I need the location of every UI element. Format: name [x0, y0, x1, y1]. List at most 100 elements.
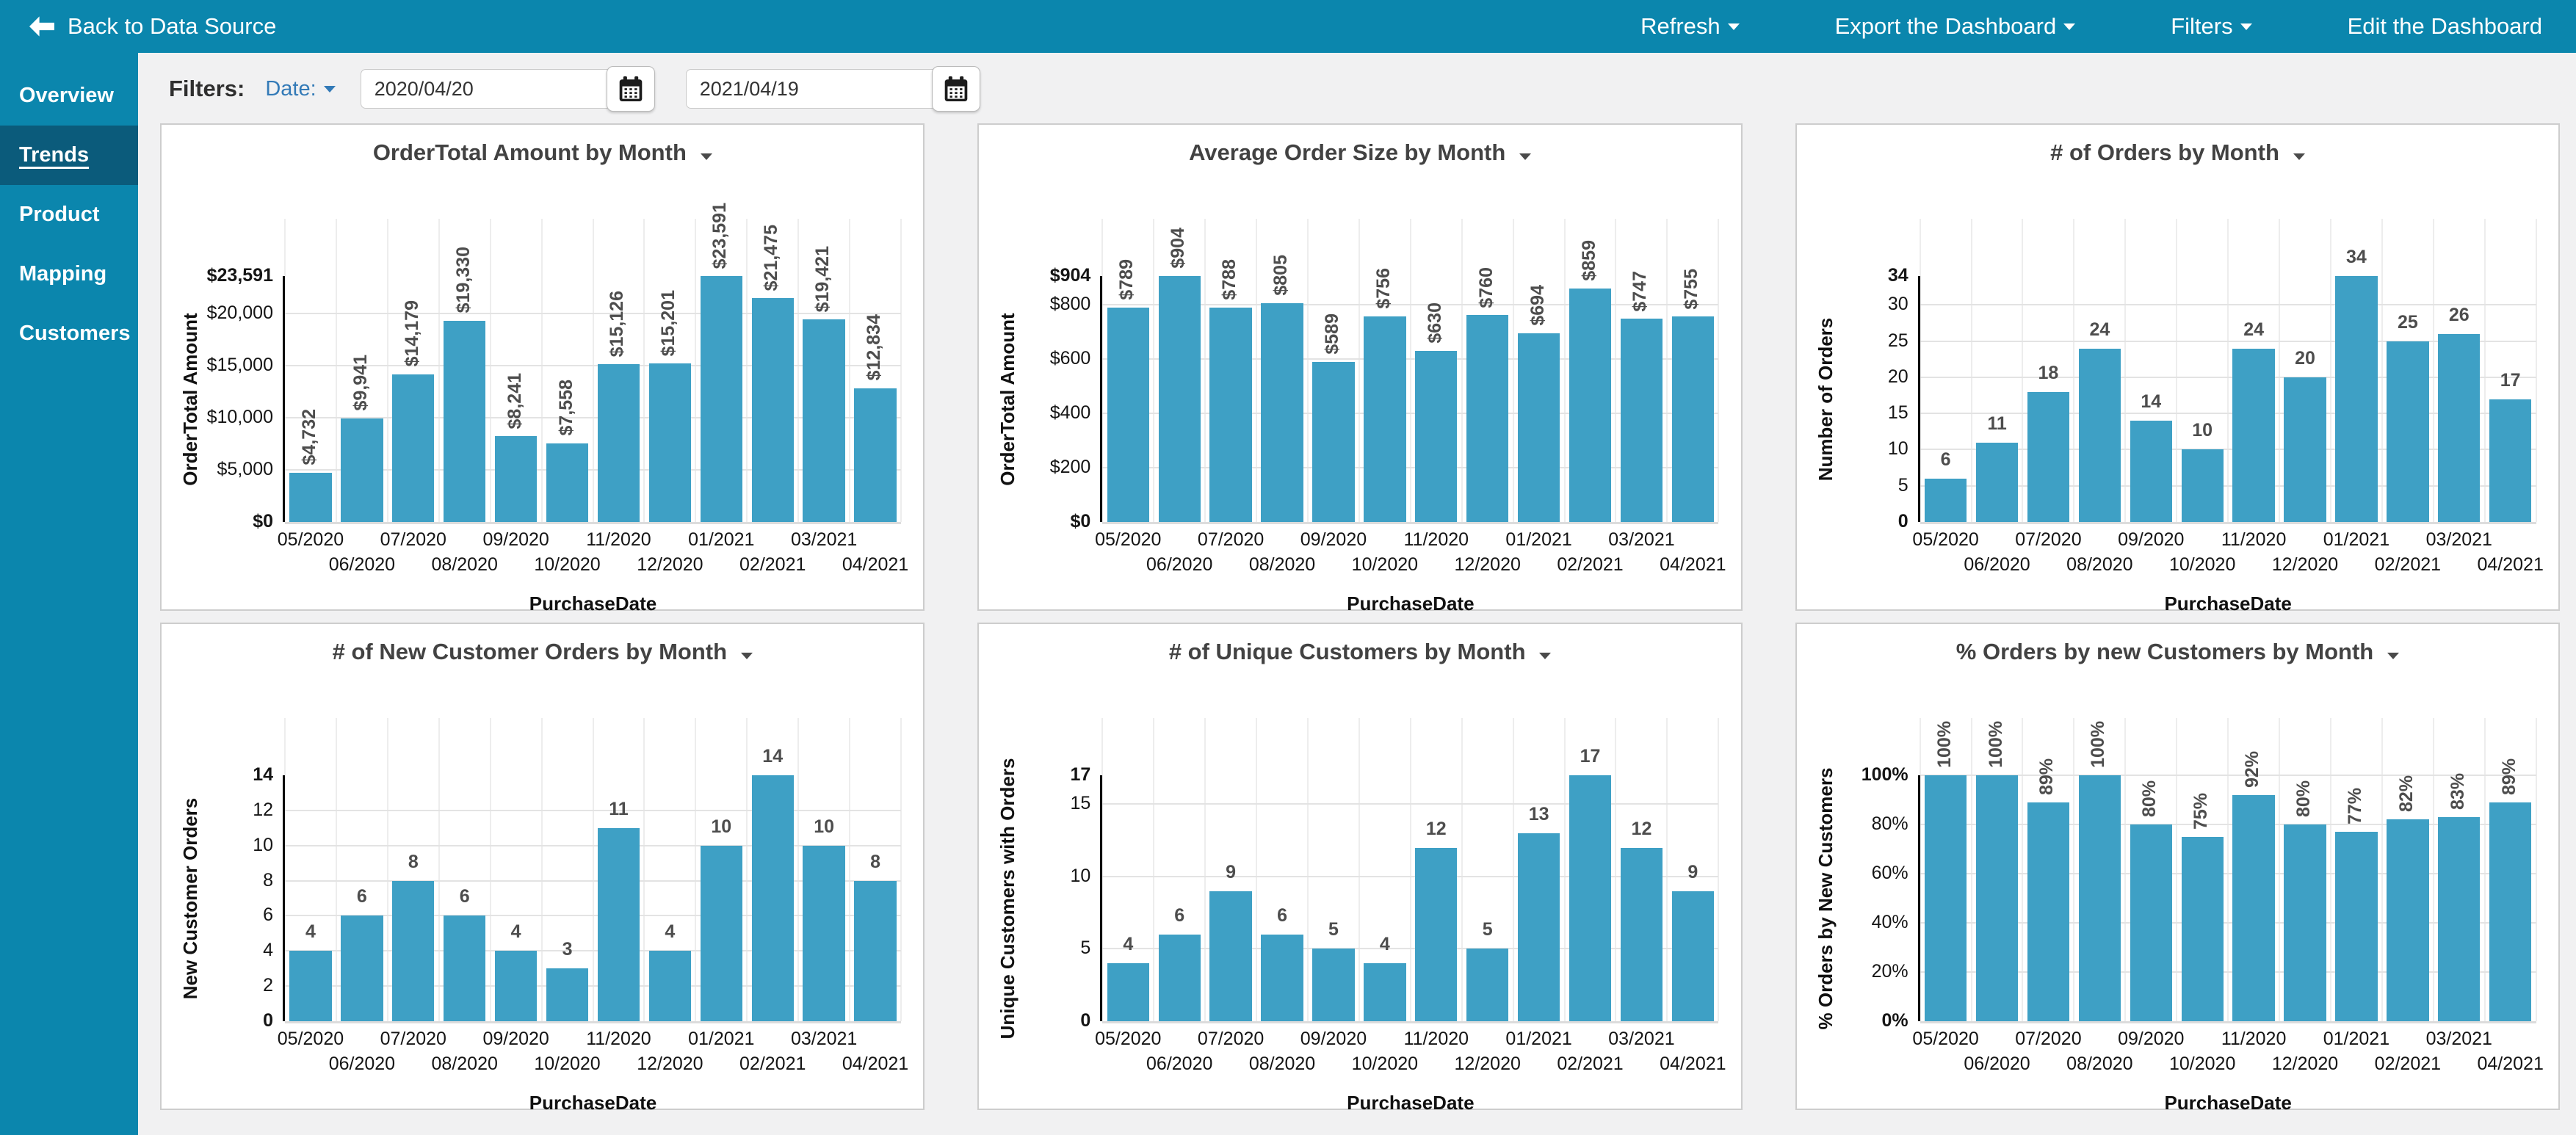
bar-06/2020[interactable] — [341, 915, 383, 1021]
bar-08/2020[interactable] — [1261, 302, 1303, 522]
sidebar-item-overview[interactable]: Overview — [19, 84, 114, 107]
bar-01/2021[interactable] — [700, 276, 742, 522]
bar-11/2020[interactable] — [597, 364, 640, 522]
bar-08/2020[interactable] — [444, 915, 486, 1021]
chart-title-dropdown[interactable]: Average Order Size by Month — [979, 139, 1740, 166]
bar-12/2020[interactable] — [2284, 824, 2326, 1021]
h-gridline — [285, 950, 901, 952]
sidebar-item-product[interactable]: Product — [19, 203, 100, 226]
bar-06/2020[interactable] — [1975, 775, 2019, 1021]
bar-10/2020[interactable] — [1364, 316, 1406, 522]
bar-07/2020[interactable] — [2027, 391, 2070, 522]
bar-11/2020[interactable] — [2232, 348, 2275, 522]
chart-title-dropdown[interactable]: OrderTotal Amount by Month — [162, 139, 923, 166]
sidebar-item-mapping[interactable]: Mapping — [19, 262, 107, 286]
bar-08/2020[interactable] — [2078, 775, 2121, 1021]
bar-09/2020[interactable] — [2130, 824, 2172, 1021]
bar-05/2020[interactable] — [1924, 478, 1967, 522]
bar-08/2020[interactable] — [444, 320, 486, 522]
bar-08/2020[interactable] — [2078, 348, 2121, 522]
bar-04/2021[interactable] — [1671, 891, 1715, 1021]
chart-title-dropdown[interactable]: # of Unique Customers by Month — [979, 639, 1740, 665]
bar-07/2020[interactable] — [392, 880, 435, 1021]
bar-01/2021[interactable] — [2335, 276, 2378, 522]
bar-04/2021[interactable] — [854, 880, 897, 1021]
bar-11/2020[interactable] — [2232, 794, 2275, 1021]
bar-10/2020[interactable] — [2181, 836, 2224, 1021]
bar-12/2020[interactable] — [1466, 315, 1509, 522]
edit-dashboard-button[interactable]: Edit the Dashboard — [2348, 13, 2542, 40]
bar-11/2020[interactable] — [1415, 847, 1458, 1021]
bar-01/2021[interactable] — [2335, 832, 2378, 1021]
bar-06/2020[interactable] — [1158, 276, 1201, 522]
bar-12/2020[interactable] — [2284, 377, 2326, 522]
bar-02/2021[interactable] — [751, 298, 794, 522]
v-gridline — [900, 718, 902, 1021]
bar-08/2020[interactable] — [1261, 934, 1303, 1021]
sidebar-item-customers[interactable]: Customers — [19, 322, 131, 345]
bar-10/2020[interactable] — [546, 968, 589, 1021]
bar-02/2021[interactable] — [1569, 288, 1612, 522]
bar-03/2021[interactable] — [2438, 816, 2481, 1021]
chart-title-dropdown[interactable]: # of New Customer Orders by Month — [162, 639, 923, 665]
bar-09/2020[interactable] — [1312, 949, 1355, 1021]
bar-12/2020[interactable] — [648, 951, 692, 1021]
bar-01/2021[interactable] — [1517, 333, 1560, 522]
bar-02/2021[interactable] — [1569, 775, 1612, 1021]
bar-03/2021[interactable] — [803, 845, 845, 1021]
x-tick-label: 03/2021 — [790, 529, 858, 550]
y-tick-label: $800 — [1049, 293, 1091, 314]
bar-01/2021[interactable] — [700, 845, 742, 1021]
bar-04/2021[interactable] — [2489, 802, 2532, 1021]
bar-01/2021[interactable] — [1517, 833, 1560, 1021]
x-tick-label: 04/2021 — [842, 554, 909, 575]
bar-10/2020[interactable] — [546, 443, 589, 522]
bar-value-label: 83% — [2447, 772, 2468, 810]
bar-06/2020[interactable] — [1158, 934, 1201, 1021]
bar-09/2020[interactable] — [1312, 361, 1355, 522]
sidebar-item-trends[interactable]: Trends — [0, 126, 138, 185]
bar-07/2020[interactable] — [1209, 891, 1252, 1021]
bar-04/2021[interactable] — [2489, 399, 2532, 522]
bar-05/2020[interactable] — [1107, 963, 1149, 1021]
bar-10/2020[interactable] — [1364, 963, 1406, 1021]
bar-04/2021[interactable] — [1671, 316, 1715, 522]
bar-11/2020[interactable] — [1415, 350, 1458, 522]
bar-03/2021[interactable] — [803, 319, 845, 522]
bar-02/2021[interactable] — [751, 775, 794, 1021]
chart-title-dropdown[interactable]: % Orders by new Customers by Month — [1797, 639, 2558, 665]
filters-menu[interactable]: Filters — [2171, 13, 2252, 40]
bar-06/2020[interactable] — [341, 418, 383, 522]
bar-05/2020[interactable] — [1924, 775, 1967, 1021]
end-date-input[interactable] — [685, 69, 934, 109]
bar-09/2020[interactable] — [2130, 421, 2172, 522]
bar-03/2021[interactable] — [1620, 319, 1663, 522]
bar-09/2020[interactable] — [494, 951, 538, 1021]
bar-07/2020[interactable] — [392, 374, 435, 522]
bar-12/2020[interactable] — [1466, 949, 1509, 1021]
end-date-calendar-button[interactable] — [931, 66, 980, 112]
bar-04/2021[interactable] — [854, 388, 897, 522]
bar-03/2021[interactable] — [2438, 333, 2481, 522]
x-axis-line — [1920, 1021, 2536, 1023]
export-dashboard-menu[interactable]: Export the Dashboard — [1835, 13, 2076, 40]
start-date-input[interactable] — [360, 69, 609, 109]
bar-05/2020[interactable] — [1107, 307, 1149, 522]
bar-06/2020[interactable] — [1975, 442, 2019, 522]
bar-05/2020[interactable] — [289, 951, 332, 1021]
date-filter-toggle[interactable]: Date: — [265, 77, 336, 101]
chart-title-dropdown[interactable]: # of Orders by Month — [1797, 139, 2558, 166]
bar-09/2020[interactable] — [494, 435, 538, 522]
bar-02/2021[interactable] — [2387, 341, 2429, 522]
refresh-menu[interactable]: Refresh — [1640, 13, 1740, 40]
bar-12/2020[interactable] — [648, 363, 692, 522]
bar-10/2020[interactable] — [2181, 449, 2224, 522]
start-date-calendar-button[interactable] — [606, 66, 655, 112]
bar-07/2020[interactable] — [1209, 307, 1252, 522]
back-to-data-source-link[interactable]: Back to Data Source — [29, 13, 276, 40]
bar-03/2021[interactable] — [1620, 847, 1663, 1021]
bar-07/2020[interactable] — [2027, 802, 2070, 1021]
bar-05/2020[interactable] — [289, 472, 332, 522]
bar-02/2021[interactable] — [2387, 819, 2429, 1021]
bar-11/2020[interactable] — [597, 827, 640, 1021]
